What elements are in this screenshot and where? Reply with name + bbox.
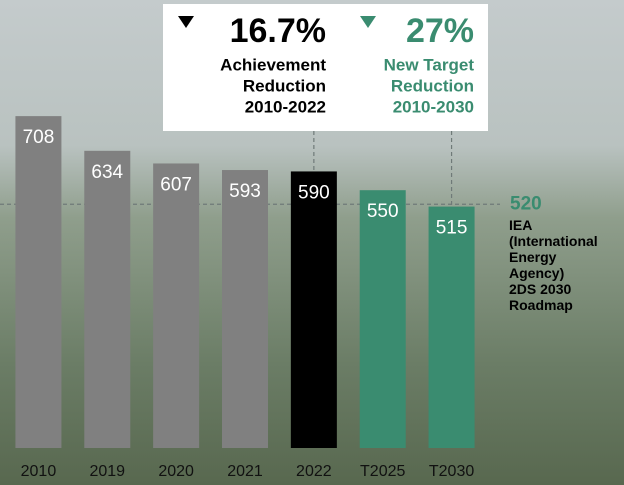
arrow-icon <box>360 16 376 28</box>
annotation-text: Achievement <box>220 55 326 74</box>
bar <box>290 171 337 448</box>
x-tick-label: 2019 <box>89 463 125 480</box>
reference-label: 2DS 2030 <box>509 281 571 297</box>
annotation-text: Reduction <box>243 76 326 95</box>
bar <box>222 170 268 448</box>
bar <box>84 150 131 448</box>
annotation-headline: 16.7% <box>230 12 326 50</box>
reference-label: Roadmap <box>509 297 573 313</box>
reference-label: IEA <box>509 217 532 233</box>
annotation-headline: 27% <box>406 12 474 50</box>
annotation-box <box>163 4 488 131</box>
value-label: 708 <box>23 127 55 148</box>
reference-label: Energy <box>509 249 557 265</box>
value-label: 550 <box>367 201 399 222</box>
x-tick-label: 2010 <box>21 463 57 480</box>
x-tick-label: T2030 <box>429 463 474 480</box>
x-tick-label: 2021 <box>227 463 263 480</box>
annotation-text: New Target <box>384 55 475 74</box>
reference-value: 520 <box>510 193 542 214</box>
annotation-text: Reduction <box>391 76 474 95</box>
annotation-text: 2010-2022 <box>245 97 326 116</box>
x-tick-label: 2020 <box>158 463 194 480</box>
bar <box>359 190 406 448</box>
reference-label: Agency) <box>509 265 564 281</box>
bar <box>15 116 62 448</box>
bar <box>428 206 475 448</box>
annotation-text: 2010-2030 <box>393 97 474 116</box>
value-label: 593 <box>229 181 261 202</box>
reference-label: (International <box>509 233 598 249</box>
value-label: 634 <box>91 162 123 183</box>
bar <box>153 163 200 448</box>
x-tick-label: 2022 <box>296 463 332 480</box>
value-label: 607 <box>160 174 192 195</box>
value-label: 590 <box>298 182 330 203</box>
x-tick-label: T2025 <box>360 463 405 480</box>
arrow-icon <box>178 16 194 28</box>
value-label: 515 <box>436 218 468 239</box>
